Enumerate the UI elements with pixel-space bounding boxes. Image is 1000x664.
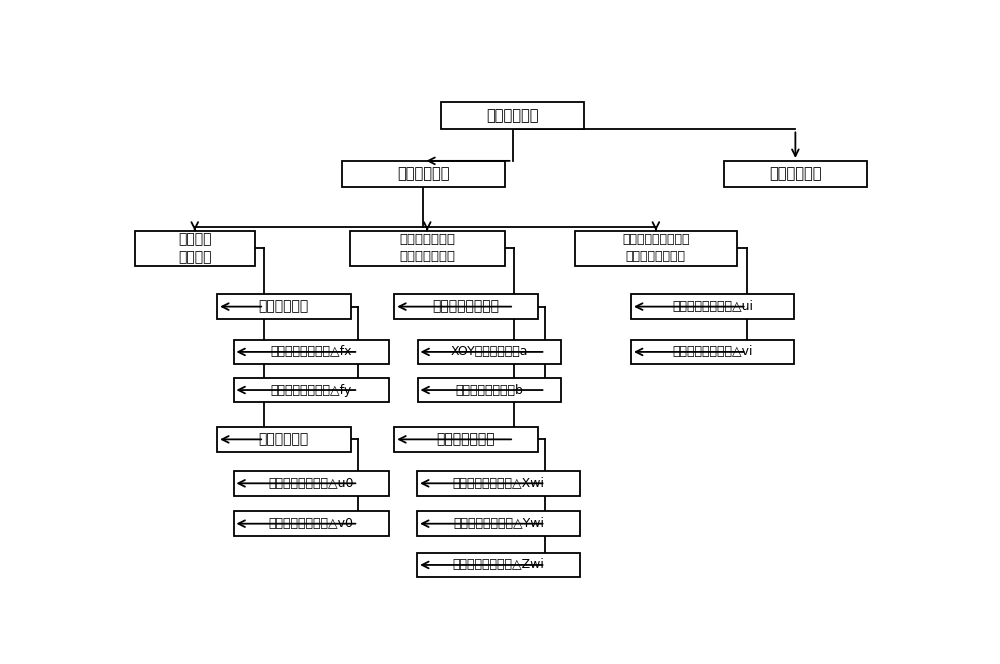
Text: 位姿计算误差: 位姿计算误差 <box>769 167 822 181</box>
Text: 位姿测量误差: 位姿测量误差 <box>486 108 539 123</box>
Bar <box>441 102 584 129</box>
Bar <box>418 339 561 365</box>
Bar <box>234 339 388 365</box>
Bar <box>631 339 794 365</box>
Text: 相机内参
标定误差: 相机内参 标定误差 <box>178 232 212 264</box>
Text: 垂直分量坐标误差△Ywi: 垂直分量坐标误差△Ywi <box>453 517 544 530</box>
Text: 水平分量坐标误差△ui: 水平分量坐标误差△ui <box>672 300 753 313</box>
Bar <box>417 471 580 495</box>
Text: 垂直分量坐标误差△v0: 垂直分量坐标误差△v0 <box>268 517 354 530</box>
Text: 水平分量坐标误差△u0: 水平分量坐标误差△u0 <box>268 477 354 490</box>
Text: 深度分量坐标误差△Zwi: 深度分量坐标误差△Zwi <box>453 558 544 572</box>
Bar <box>394 427 538 452</box>
Bar <box>342 161 505 187</box>
Text: 垂直方向分量误差△fy: 垂直方向分量误差△fy <box>270 384 352 396</box>
Text: 深度方向最大包络b: 深度方向最大包络b <box>455 384 523 396</box>
Bar <box>394 294 538 319</box>
Text: 视觉标记空间布局: 视觉标记空间布局 <box>432 299 500 313</box>
Text: 标记图像特征点中心
二维坐标定位误差: 标记图像特征点中心 二维坐标定位误差 <box>622 233 690 264</box>
Bar <box>234 378 388 402</box>
Bar <box>234 471 388 495</box>
Text: 垂直分量坐标误差△vi: 垂直分量坐标误差△vi <box>672 345 753 359</box>
Text: 水平分量坐标误差△Xwi: 水平分量坐标误差△Xwi <box>453 477 545 490</box>
Text: 经纬仪测量精度: 经纬仪测量精度 <box>437 432 495 446</box>
Text: XOY平面最大包络a: XOY平面最大包络a <box>450 345 528 359</box>
Bar <box>417 552 580 577</box>
Bar <box>724 161 867 187</box>
Bar <box>217 294 351 319</box>
Bar <box>350 231 505 266</box>
Bar <box>417 511 580 536</box>
Text: 标记点三维空间
坐标值获取误差: 标记点三维空间 坐标值获取误差 <box>399 233 455 264</box>
Bar <box>574 231 737 266</box>
Text: 输入参数误差: 输入参数误差 <box>397 167 450 181</box>
Bar <box>234 511 388 536</box>
Text: 水平方向分量误差△fx: 水平方向分量误差△fx <box>270 345 352 359</box>
Bar <box>631 294 794 319</box>
Text: 有效焦距误差: 有效焦距误差 <box>259 299 309 313</box>
Text: 主点坐标误差: 主点坐标误差 <box>259 432 309 446</box>
Bar <box>418 378 561 402</box>
Bar <box>135 231 255 266</box>
Bar <box>217 427 351 452</box>
